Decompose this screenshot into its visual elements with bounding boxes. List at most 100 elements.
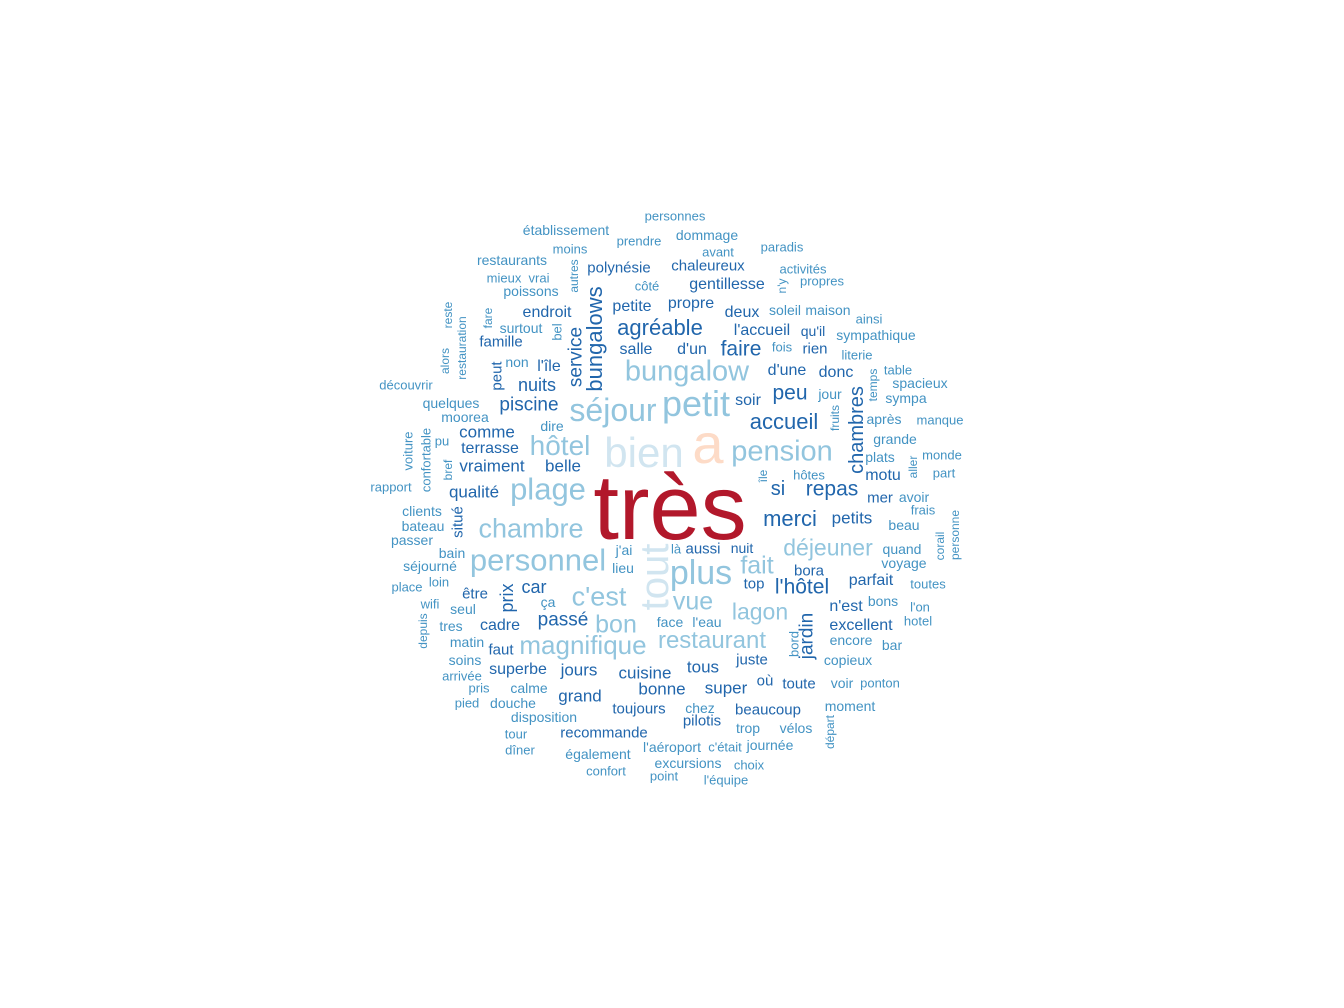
cloud-word: face	[656, 614, 684, 630]
cloud-word: pension	[731, 435, 833, 468]
cloud-word: pris	[468, 680, 490, 696]
cloud-word: copieux	[823, 652, 873, 668]
cloud-word: qualité	[448, 482, 500, 502]
cloud-word: très	[593, 457, 747, 559]
cloud-word: polynésie	[587, 259, 651, 277]
cloud-word: l'île	[537, 358, 561, 375]
cloud-word: toutes	[910, 576, 946, 592]
cloud-word: deux	[724, 304, 760, 321]
cloud-word: repas	[805, 477, 859, 501]
cloud-word: quand	[882, 541, 922, 557]
cloud-word: dire	[540, 418, 564, 434]
cloud-word: jour	[818, 386, 842, 402]
cloud-word: endroit	[522, 304, 572, 321]
cloud-word: bref	[441, 459, 455, 481]
cloud-word: île	[756, 469, 770, 483]
cloud-word: hôtel	[529, 430, 591, 461]
cloud-word: l'équipe	[703, 772, 749, 788]
cloud-word: matin	[449, 634, 485, 650]
cloud-word: soleil	[769, 302, 801, 318]
cloud-word: soins	[448, 652, 482, 668]
cloud-word: choix	[733, 757, 765, 773]
cloud-word: spacieux	[892, 375, 948, 391]
cloud-word: lagon	[731, 598, 789, 625]
cloud-word: place	[391, 579, 423, 595]
cloud-word: plus	[669, 554, 733, 592]
cloud-word: propre	[667, 295, 715, 312]
cloud-word: clients	[402, 503, 442, 519]
cloud-word: propres	[799, 273, 845, 289]
cloud-word: gentillesse	[689, 276, 765, 293]
cloud-word: top	[743, 575, 765, 593]
cloud-word: chambre	[478, 513, 584, 544]
cloud-word: restaurants	[476, 252, 548, 268]
cloud-word: surtout	[499, 320, 543, 336]
cloud-word: paradis	[760, 239, 804, 255]
cloud-word: monde	[922, 447, 962, 463]
cloud-word: chaleureux	[671, 257, 745, 275]
cloud-word: autres	[567, 259, 581, 293]
cloud-word: plage	[510, 471, 586, 507]
cloud-word: j'ai	[615, 542, 633, 558]
cloud-word: vue	[672, 587, 714, 616]
cloud-word: l'eau	[692, 614, 722, 630]
cloud-word: bungalows	[582, 286, 607, 392]
cloud-word: juste	[736, 651, 768, 669]
cloud-word: fois	[771, 339, 793, 355]
cloud-word: merci	[763, 506, 817, 531]
cloud-word: ainsi	[855, 311, 883, 327]
cloud-word: chez	[685, 700, 715, 716]
cloud-word: vrai	[528, 270, 550, 286]
cloud-word: d'un	[677, 341, 707, 358]
cloud-word: cadre	[479, 617, 521, 634]
cloud-word: bel	[549, 323, 565, 341]
cloud-word: moins	[552, 241, 588, 257]
cloud-word: petits	[831, 508, 873, 528]
cloud-word: quelques	[422, 395, 480, 411]
cloud-word: soir	[735, 392, 761, 409]
cloud-word: manque	[916, 412, 964, 428]
cloud-word: car	[521, 577, 547, 597]
cloud-word: bateau	[401, 518, 445, 534]
cloud-word: voyage	[881, 555, 927, 571]
cloud-word: point	[649, 768, 679, 784]
cloud-word: confort	[586, 763, 626, 779]
cloud-word: wifi	[420, 596, 440, 612]
cloud-word: arrivée	[442, 668, 482, 684]
cloud-word: bar	[881, 637, 903, 653]
cloud-word: avant	[702, 244, 734, 260]
cloud-word: recommande	[560, 724, 648, 742]
cloud-word: encore	[829, 632, 873, 648]
cloud-word: alors	[438, 347, 452, 375]
cloud-word: d'une	[767, 362, 807, 379]
cloud-word: qu'il	[800, 323, 826, 339]
cloud-word: tour	[504, 726, 528, 742]
cloud-word: motu	[865, 467, 901, 484]
cloud-word: aussi	[685, 540, 721, 558]
cloud-word: journée	[746, 737, 794, 753]
cloud-word: sympathique	[836, 327, 916, 343]
cloud-word: vraiment	[459, 456, 525, 476]
cloud-word: restaurant	[657, 627, 767, 654]
cloud-word: toute	[782, 675, 816, 693]
cloud-word: passé	[537, 609, 589, 631]
cloud-word: peu	[772, 381, 808, 405]
cloud-word: hôtes	[793, 467, 825, 483]
cloud-word: bungalow	[624, 355, 750, 388]
cloud-word: n'y	[775, 278, 789, 294]
cloud-word: trop	[735, 720, 761, 736]
cloud-word: table	[883, 362, 913, 378]
cloud-word: terrasse	[461, 440, 519, 457]
cloud-word: chambres	[846, 386, 868, 474]
cloud-word: mer	[867, 489, 893, 507]
cloud-word: bord	[786, 630, 802, 658]
cloud-word: grand	[558, 686, 602, 706]
cloud-word: sympa	[885, 390, 927, 406]
cloud-word: l'aéroport	[643, 739, 701, 755]
cloud-word: accueil	[749, 409, 819, 434]
cloud-word: pied	[454, 695, 480, 711]
cloud-word: rien	[802, 340, 828, 358]
cloud-word: maison	[805, 302, 851, 318]
cloud-word: vélos	[779, 720, 813, 736]
cloud-word: bain	[438, 545, 466, 561]
